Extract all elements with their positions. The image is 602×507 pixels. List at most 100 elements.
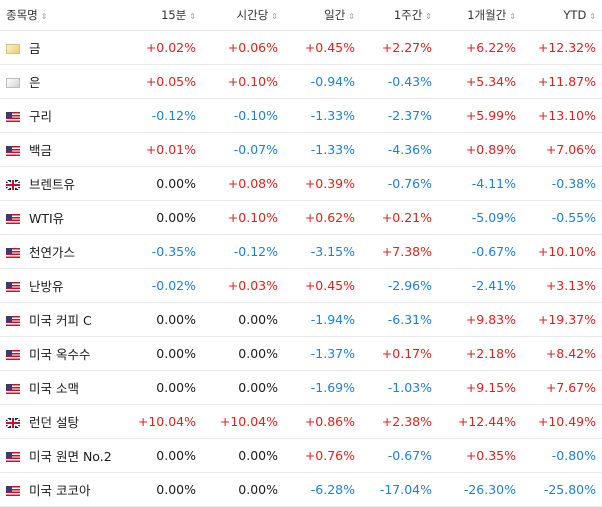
change-ytd-cell: -0.38% <box>522 166 602 201</box>
change-hourly-cell: +0.03% <box>202 268 284 303</box>
change-monthly-cell: +6.22% <box>438 30 522 65</box>
commodity-name-cell[interactable]: 미국 커피 C <box>0 302 126 337</box>
change-monthly-cell: +5.99% <box>438 98 522 133</box>
commodity-name-cell[interactable]: 은 <box>0 64 126 99</box>
change-monthly-cell: -26.30% <box>438 472 522 507</box>
sort-icon: ⇕ <box>589 12 596 21</box>
change-weekly-cell: +2.27% <box>361 30 438 65</box>
commodity-name-cell[interactable]: 미국 소맥 <box>0 370 126 405</box>
commodity-name-cell[interactable]: 금 <box>0 30 126 65</box>
commodity-name-cell[interactable]: 미국 원면 No.2 <box>0 438 126 473</box>
table-row[interactable]: 미국 커피 C 0.00% 0.00% -1.94% -6.31% +9.83% +19.3… <box>0 302 602 337</box>
change-15min-cell: -0.12% <box>126 98 202 133</box>
commodity-name-cell[interactable]: 구리 <box>0 98 126 133</box>
change-hourly-cell: 0.00% <box>202 438 284 473</box>
change-weekly-cell: -1.03% <box>361 370 438 405</box>
table-row[interactable]: 런던 설탕 +10.04% +10.04% +0.86% +2.38% +12.44% +1… <box>0 404 602 439</box>
change-hourly-cell: 0.00% <box>202 302 284 337</box>
commodity-name-link[interactable]: 미국 원면 No.2 <box>29 449 112 464</box>
commodity-name-link[interactable]: WTI유 <box>29 211 65 226</box>
column-header-ytd[interactable]: YTD ⇕ <box>522 0 602 31</box>
table-row[interactable]: 금 +0.02% +0.06% +0.45% +2.27% +6.22% +12.32% <box>0 30 602 65</box>
change-daily-cell: +0.45% <box>284 30 361 65</box>
column-header-hourly[interactable]: 시간당 ⇕ <box>202 0 284 31</box>
commodity-name-link[interactable]: 미국 소맥 <box>29 381 79 396</box>
change-daily-cell: -1.33% <box>284 98 361 133</box>
change-ytd-cell: +8.42% <box>522 336 602 371</box>
sort-icon: ⇕ <box>40 12 48 21</box>
commodity-name-cell[interactable]: 미국 옥수수 <box>0 336 126 371</box>
commodity-name-link[interactable]: 은 <box>29 75 41 90</box>
change-weekly-cell: -4.36% <box>361 132 438 167</box>
change-hourly-cell: -0.07% <box>202 132 284 167</box>
commodity-name-cell[interactable]: 런던 설탕 <box>0 404 126 439</box>
table-row[interactable]: 난방유 -0.02% +0.03% +0.45% -2.96% -2.41% +3.13% <box>0 268 602 303</box>
change-15min-cell: -0.02% <box>126 268 202 303</box>
column-header-label: 1주간 <box>393 8 423 22</box>
table-row[interactable]: 미국 코코아 0.00% 0.00% -6.28% -17.04% -26.30% -25.… <box>0 472 602 507</box>
commodity-name-link[interactable]: 미국 옥수수 <box>29 347 91 362</box>
column-header-name[interactable]: 종목명 ⇕ <box>0 0 126 31</box>
column-header-label: 15분 <box>161 8 187 22</box>
commodity-name-link[interactable]: 난방유 <box>29 279 64 294</box>
change-daily-cell: -1.37% <box>284 336 361 371</box>
change-15min-cell: +10.04% <box>126 404 202 439</box>
commodity-name-cell[interactable]: 난방유 <box>0 268 126 303</box>
commodity-name-link[interactable]: 미국 코코아 <box>29 483 91 498</box>
commodity-name-link[interactable]: 런던 설탕 <box>29 415 79 430</box>
table-row[interactable]: 구리 -0.12% -0.10% -1.33% -2.37% +5.99% +13.10% <box>0 98 602 133</box>
change-weekly-cell: -0.76% <box>361 166 438 201</box>
change-weekly-cell: -2.37% <box>361 98 438 133</box>
change-weekly-cell: -17.04% <box>361 472 438 507</box>
change-hourly-cell: +0.08% <box>202 166 284 201</box>
sort-icon: ⇕ <box>509 12 516 21</box>
change-weekly-cell: +0.17% <box>361 336 438 371</box>
column-header-15min[interactable]: 15분 ⇕ <box>126 0 202 31</box>
table-row[interactable]: 미국 원면 No.2 0.00% 0.00% +0.76% -0.67% +0.35% -0… <box>0 438 602 473</box>
table-row[interactable]: 백금 +0.01% -0.07% -1.33% -4.36% +0.89% +7.06% <box>0 132 602 167</box>
change-15min-cell: -0.35% <box>126 234 202 269</box>
column-header-monthly[interactable]: 1개월간 ⇕ <box>438 0 522 31</box>
commodity-name-cell[interactable]: WTI유 <box>0 200 126 235</box>
commodity-name-cell[interactable]: 백금 <box>0 132 126 167</box>
change-15min-cell: 0.00% <box>126 370 202 405</box>
commodity-name-cell[interactable]: 브렌트유 <box>0 166 126 201</box>
table-row[interactable]: 은 +0.05% +0.10% -0.94% -0.43% +5.34% +11.87% <box>0 64 602 99</box>
sort-icon: ⇕ <box>348 12 355 21</box>
table-row[interactable]: WTI유 0.00% +0.10% +0.62% +0.21% -5.09% -0.55% <box>0 200 602 235</box>
change-daily-cell: +0.45% <box>284 268 361 303</box>
column-header-daily[interactable]: 일간 ⇕ <box>284 0 361 31</box>
commodity-name-link[interactable]: 백금 <box>29 143 53 158</box>
commodity-name-link[interactable]: 브렌트유 <box>29 177 76 192</box>
table-row[interactable]: 천연가스 -0.35% -0.12% -3.15% +7.38% -0.67% +10.10… <box>0 234 602 269</box>
commodity-name-link[interactable]: 미국 커피 C <box>29 313 92 328</box>
us-flag-icon <box>6 486 20 496</box>
change-daily-cell: +0.39% <box>284 166 361 201</box>
change-hourly-cell: +0.10% <box>202 64 284 99</box>
change-15min-cell: 0.00% <box>126 302 202 337</box>
table-row[interactable]: 미국 소맥 0.00% 0.00% -1.69% -1.03% +9.15% +7.67% <box>0 370 602 405</box>
commodity-name-link[interactable]: 천연가스 <box>29 245 76 260</box>
change-15min-cell: 0.00% <box>126 336 202 371</box>
change-daily-cell: -0.94% <box>284 64 361 99</box>
change-monthly-cell: -4.11% <box>438 166 522 201</box>
table-body: 금 +0.02% +0.06% +0.45% +2.27% +6.22% +12.32% 은 +… <box>0 30 602 507</box>
change-15min-cell: +0.05% <box>126 64 202 99</box>
sort-icon: ⇕ <box>271 12 278 21</box>
commodity-name-cell[interactable]: 천연가스 <box>0 234 126 269</box>
change-15min-cell: 0.00% <box>126 166 202 201</box>
commodity-name-cell[interactable]: 미국 코코아 <box>0 472 126 507</box>
table-row[interactable]: 브렌트유 0.00% +0.08% +0.39% -0.76% -4.11% -0.38% <box>0 166 602 201</box>
change-weekly-cell: -0.67% <box>361 438 438 473</box>
change-hourly-cell: +10.04% <box>202 404 284 439</box>
table-row[interactable]: 미국 옥수수 0.00% 0.00% -1.37% +0.17% +2.18% +8.42% <box>0 336 602 371</box>
change-ytd-cell: -0.80% <box>522 438 602 473</box>
change-hourly-cell: 0.00% <box>202 370 284 405</box>
column-header-weekly[interactable]: 1주간 ⇕ <box>361 0 438 31</box>
commodity-name-link[interactable]: 구리 <box>29 109 53 124</box>
change-ytd-cell: +7.06% <box>522 132 602 167</box>
change-weekly-cell: +7.38% <box>361 234 438 269</box>
change-monthly-cell: -0.67% <box>438 234 522 269</box>
us-flag-icon <box>6 248 20 258</box>
commodity-name-link[interactable]: 금 <box>29 41 41 56</box>
